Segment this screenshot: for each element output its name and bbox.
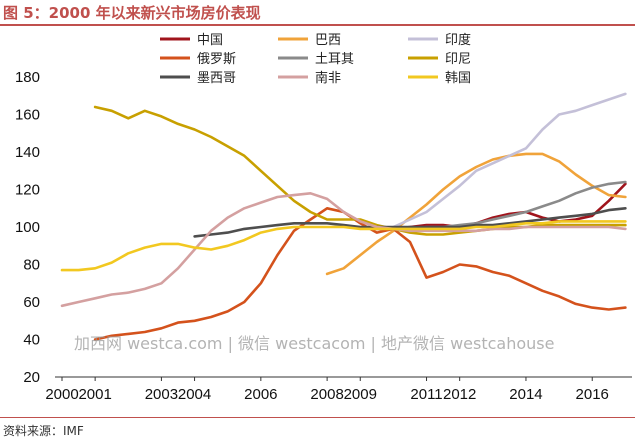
y-tick-label: 40	[23, 332, 40, 349]
x-tick-label: 2016	[576, 386, 609, 403]
x-tick-label: 2000	[45, 386, 78, 403]
y-tick-label: 140	[15, 144, 40, 161]
y-tick-label: 180	[15, 69, 40, 86]
x-tick-label: 2001	[78, 386, 111, 403]
x-tick-label: 2011	[410, 386, 442, 403]
y-tick-label: 160	[15, 107, 40, 124]
series-line-8	[60, 220, 627, 272]
series-line-7	[60, 192, 627, 308]
line-chart: 20 40 60 80 100 120 140 160 180 2000 2001 2003 2004…	[15, 32, 632, 403]
series-line-3	[93, 207, 627, 341]
x-tick-label: 2003	[145, 386, 178, 403]
watermark: 加西网 westca.com | 微信 westcacom | 地产微信 wes…	[74, 334, 555, 353]
legend-label: 土耳其	[315, 52, 354, 67]
legend-label: 中国	[197, 33, 223, 48]
y-tick-label: 100	[15, 219, 40, 236]
chart-title: 图 5：2000 年以来新兴市场房价表现	[3, 4, 261, 22]
x-tick-labels: 2000 2001 2003 2004 2006 2008 2009 2011 2012 2014…	[45, 377, 609, 403]
x-tick-label: 2008	[310, 386, 343, 403]
legend-label: 巴西	[315, 33, 341, 48]
y-tick-labels: 20 40 60 80 100 120 140 160 180	[15, 69, 40, 386]
y-tick-label: 20	[23, 369, 40, 386]
y-tick-label: 120	[15, 182, 40, 199]
x-tick-label: 2006	[244, 386, 277, 403]
y-tick-label: 80	[23, 257, 40, 274]
series-line-6	[193, 207, 627, 238]
legend-label: 印度	[445, 32, 471, 48]
x-tick-label: 2014	[509, 386, 542, 403]
legend-label: 墨西哥	[197, 71, 236, 86]
x-tick-label: 2004	[178, 386, 211, 403]
legend-label: 印尼	[445, 52, 471, 67]
source-note: 资料来源：IMF	[3, 424, 84, 438]
legend-label: 南非	[315, 70, 341, 86]
series-line-1	[325, 152, 627, 276]
title-divider	[0, 24, 635, 26]
x-tick-label: 2009	[344, 386, 377, 403]
y-tick-label: 60	[23, 294, 40, 311]
series-lines	[60, 92, 627, 341]
series-line-2	[392, 92, 627, 229]
legend-label: 俄罗斯	[197, 52, 236, 67]
legend-label: 韩国	[445, 71, 471, 86]
x-tick-label: 2012	[443, 386, 476, 403]
footer-divider	[0, 417, 635, 418]
